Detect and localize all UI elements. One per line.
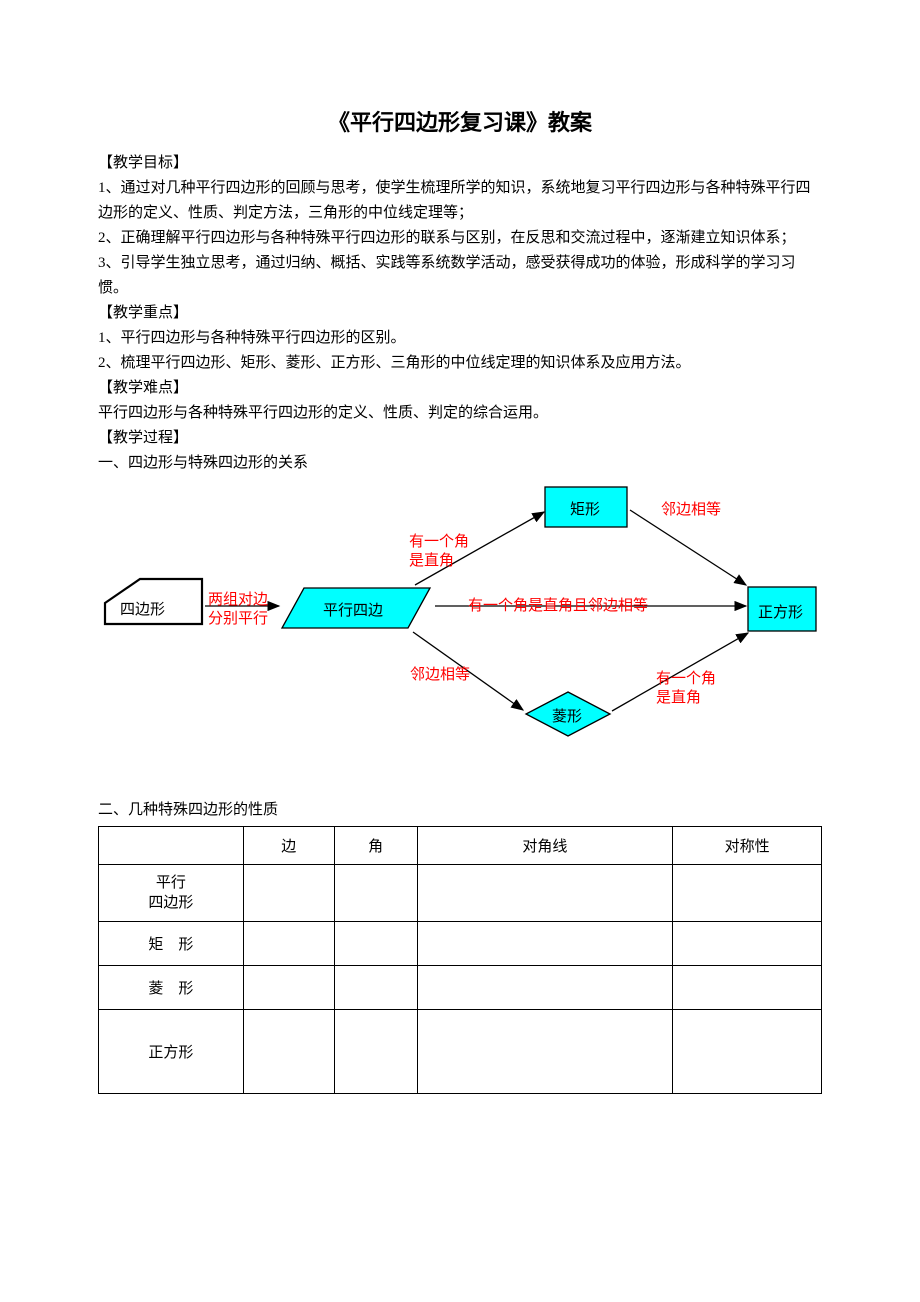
node-quadrilateral-label: 四边形 [120,598,165,619]
keypoint-1: 1、平行四边形与各种特殊平行四边形的区别。 [98,326,822,351]
row-rectangle-label: 矩 形 [99,922,244,966]
col-angle: 角 [334,827,417,865]
edge-label-adjacent-equal-bottom: 邻边相等 [410,666,470,685]
cell [417,865,673,922]
goal-3: 3、引导学生独立思考，通过归纳、概括、实践等系统数学活动，感受获得成功的体验，形… [98,251,822,301]
cell [334,922,417,966]
cell [243,1010,334,1094]
process-1: 一、四边形与特殊四边形的关系 [98,451,822,476]
edge-label-right-and-adjacent: 有一个角是直角且邻边相等 [468,597,648,616]
col-blank [99,827,244,865]
cell [417,1010,673,1094]
cell [243,922,334,966]
cell [334,1010,417,1094]
table-row: 正方形 [99,1010,822,1094]
arrow-rect-to-square [630,510,746,585]
keypoints-header: 【教学重点】 [98,301,822,326]
row-parallelogram-label: 平行四边形 [99,865,244,922]
edge-label-one-right-angle-2: 有一个角 是直角 [656,670,716,708]
cell [673,922,822,966]
cell [673,865,822,922]
edge-label-two-pairs: 两组对边 分别平行 [208,591,268,629]
node-square-label: 正方形 [758,601,803,622]
cell [334,966,417,1010]
col-diagonal: 对角线 [417,827,673,865]
difficulty-header: 【教学难点】 [98,376,822,401]
goals-header: 【教学目标】 [98,151,822,176]
cell [417,922,673,966]
body-text: 【教学目标】 1、通过对几种平行四边形的回顾与思考，使学生梳理所学的知识，系统地… [98,151,822,476]
goal-2: 2、正确理解平行四边形与各种特殊平行四边形的联系与区别，在反思和交流过程中，逐渐… [98,226,822,251]
node-rhombus-label: 菱形 [552,705,582,726]
cell [417,966,673,1010]
table-row: 矩 形 [99,922,822,966]
cell [673,966,822,1010]
edge-label-adjacent-equal-top: 邻边相等 [661,501,721,520]
cell [243,966,334,1010]
col-edge: 边 [243,827,334,865]
node-rectangle-label: 矩形 [570,498,600,519]
node-parallelogram-label: 平行四边 [323,599,383,620]
difficulty-1: 平行四边形与各种特殊平行四边形的定义、性质、判定的综合运用。 [98,401,822,426]
table-header-row: 边 角 对角线 对称性 [99,827,822,865]
table-row: 菱 形 [99,966,822,1010]
section2-header: 二、几种特殊四边形的性质 [98,798,822,823]
cell [334,865,417,922]
properties-table: 边 角 对角线 对称性 平行四边形 矩 形 菱 形 正方形 [98,826,822,1094]
table-row: 平行四边形 [99,865,822,922]
row-rhombus-label: 菱 形 [99,966,244,1010]
page: 《平行四边形复习课》教案 【教学目标】 1、通过对几种平行四边形的回顾与思考，使… [0,0,920,1302]
cell [673,1010,822,1094]
cell [243,865,334,922]
process-header: 【教学过程】 [98,426,822,451]
flowchart: 四边形 平行四边 矩形 菱形 正方形 两组对边 分别平行 有一个角 是直角 邻边… [98,484,822,784]
edge-label-one-right-angle: 有一个角 是直角 [409,533,469,571]
row-square-label: 正方形 [99,1010,244,1094]
col-symmetry: 对称性 [673,827,822,865]
doc-title: 《平行四边形复习课》教案 [98,105,822,137]
keypoint-2: 2、梳理平行四边形、矩形、菱形、正方形、三角形的中位线定理的知识体系及应用方法。 [98,351,822,376]
goal-1: 1、通过对几种平行四边形的回顾与思考，使学生梳理所学的知识，系统地复习平行四边形… [98,176,822,226]
flowchart-svg [98,484,822,784]
